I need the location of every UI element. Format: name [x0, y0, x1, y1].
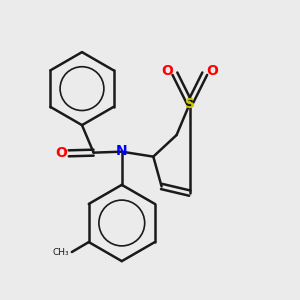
Text: O: O: [162, 64, 173, 78]
Text: S: S: [185, 97, 195, 110]
Text: O: O: [56, 146, 67, 160]
Text: O: O: [206, 64, 218, 78]
Text: CH₃: CH₃: [52, 248, 69, 256]
Text: N: N: [116, 144, 128, 158]
